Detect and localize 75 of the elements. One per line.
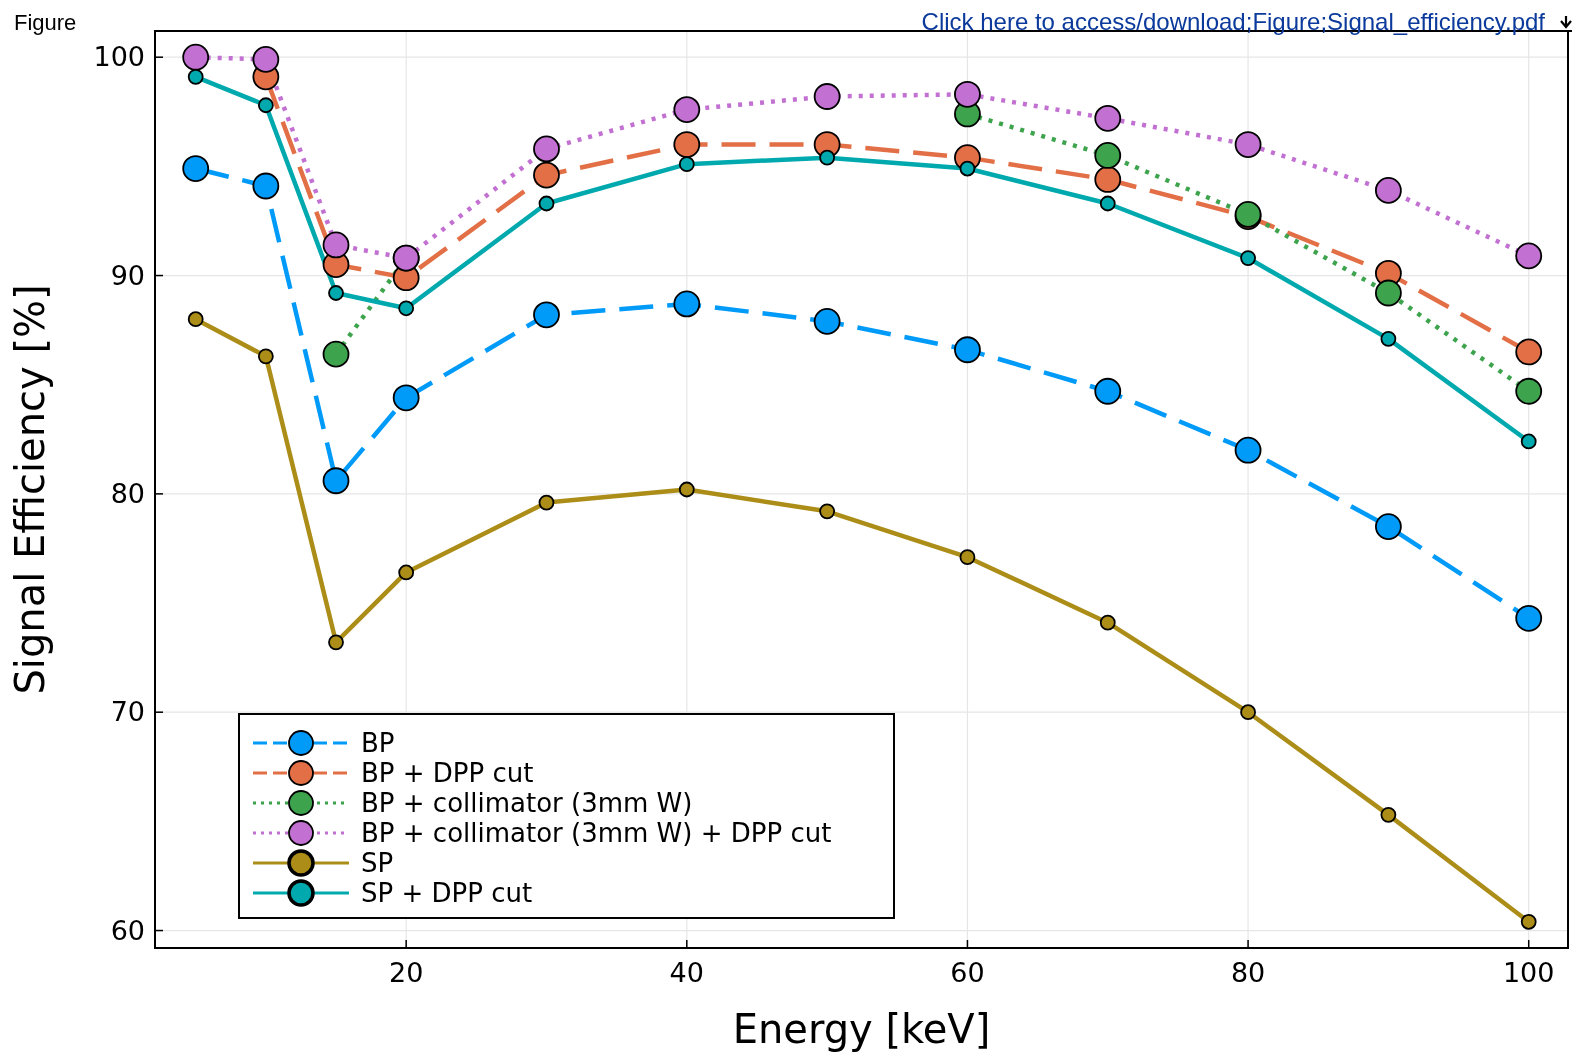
point bbox=[673, 290, 701, 318]
point bbox=[1515, 604, 1543, 632]
x-tick-label: 80 bbox=[1230, 957, 1266, 988]
point bbox=[1234, 131, 1262, 158]
point bbox=[182, 43, 210, 71]
point bbox=[1099, 614, 1116, 631]
point bbox=[538, 195, 555, 212]
point bbox=[252, 46, 280, 73]
point bbox=[187, 68, 204, 85]
point bbox=[1374, 177, 1402, 204]
y-axis-title: Signal Efficiency [%] bbox=[7, 284, 53, 695]
point bbox=[322, 467, 350, 495]
point bbox=[1099, 195, 1116, 212]
point bbox=[1515, 377, 1543, 405]
point bbox=[1240, 250, 1256, 266]
point bbox=[819, 149, 836, 166]
point bbox=[1515, 338, 1543, 366]
annotation: Click here to access/download;Figure;Signal_efficiency.pdf bbox=[921, 8, 1546, 35]
point bbox=[182, 155, 210, 182]
point bbox=[673, 96, 701, 123]
point bbox=[813, 308, 841, 335]
legend-label: SP + DPP cut bbox=[361, 878, 533, 908]
point bbox=[1094, 142, 1122, 169]
point bbox=[959, 160, 976, 177]
point bbox=[328, 634, 344, 651]
point bbox=[1520, 913, 1537, 930]
point bbox=[813, 83, 841, 110]
legend-label: BP + collimator (3mm W) bbox=[361, 788, 693, 818]
x-tick-label: 60 bbox=[950, 957, 985, 988]
point bbox=[1374, 279, 1402, 307]
point bbox=[187, 311, 204, 328]
legend-label: BP + collimator (3mm W) + DPP cut bbox=[361, 818, 832, 848]
x-tick-label: 20 bbox=[388, 957, 424, 988]
legend-label: BP + DPP cut bbox=[361, 758, 534, 788]
y-tick-label: 60 bbox=[110, 914, 145, 946]
point bbox=[252, 172, 280, 200]
point bbox=[1374, 513, 1402, 540]
point bbox=[398, 300, 415, 317]
point bbox=[398, 564, 415, 581]
point bbox=[1234, 436, 1262, 464]
point bbox=[257, 348, 274, 365]
point bbox=[1520, 433, 1537, 450]
point bbox=[322, 340, 350, 368]
point bbox=[1240, 704, 1256, 721]
x-tick-label: 100 bbox=[1502, 957, 1555, 988]
y-tick-label: 70 bbox=[110, 696, 145, 728]
y-tick-label: 80 bbox=[110, 477, 145, 509]
legend-label: BP bbox=[361, 728, 395, 758]
point bbox=[328, 285, 344, 301]
text: Figure bbox=[14, 10, 77, 35]
point bbox=[1094, 377, 1122, 405]
point bbox=[678, 481, 695, 498]
legend-label: SP bbox=[361, 848, 394, 878]
point bbox=[322, 231, 350, 259]
x-tick-label: 40 bbox=[669, 957, 704, 988]
point bbox=[819, 503, 836, 520]
point bbox=[257, 97, 274, 114]
point bbox=[954, 336, 981, 364]
point bbox=[1515, 242, 1543, 270]
point bbox=[533, 135, 560, 163]
y-tick-label: 90 bbox=[110, 259, 145, 291]
point bbox=[1380, 806, 1397, 823]
point bbox=[954, 80, 981, 108]
y-tick-label: 100 bbox=[93, 41, 145, 73]
point bbox=[533, 161, 560, 189]
point bbox=[673, 131, 701, 158]
point bbox=[1094, 104, 1122, 132]
x-axis-title: Energy [keV] bbox=[732, 1006, 991, 1052]
point bbox=[392, 384, 420, 412]
point bbox=[533, 301, 560, 329]
point bbox=[1094, 166, 1122, 193]
point bbox=[959, 549, 976, 566]
point bbox=[1380, 330, 1397, 347]
point bbox=[678, 156, 695, 173]
point bbox=[538, 494, 555, 511]
